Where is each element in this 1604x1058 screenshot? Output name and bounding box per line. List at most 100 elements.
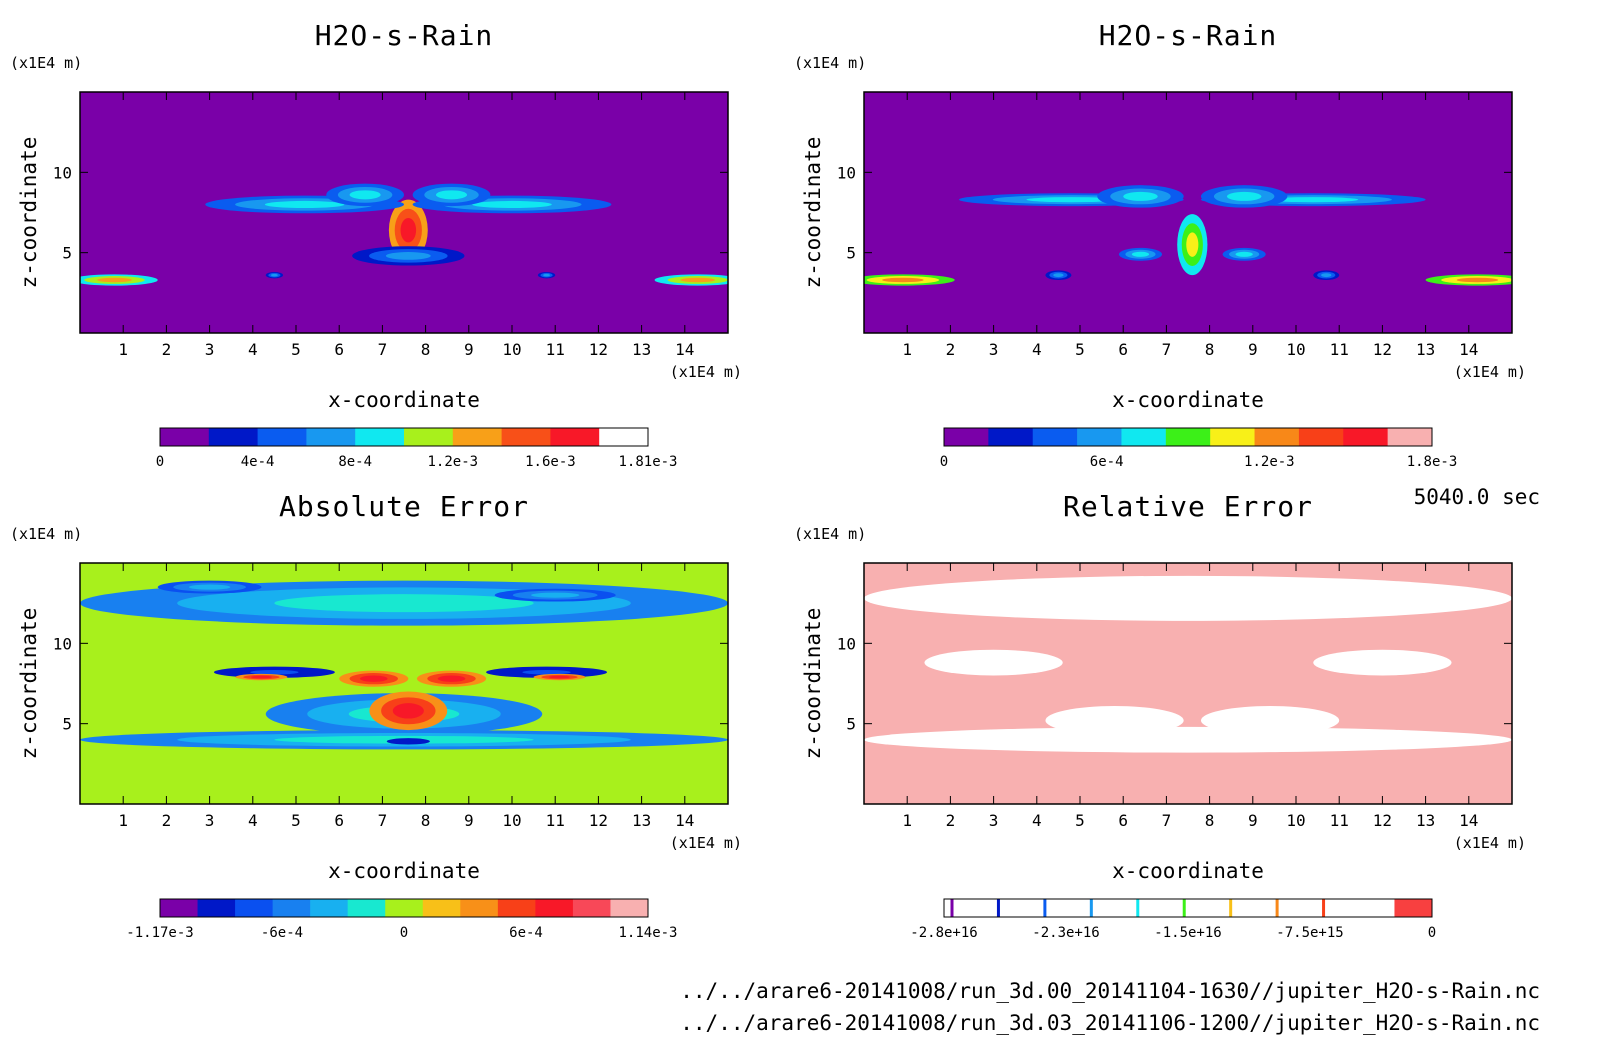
colorbar-tick-label: -1.5e+16 xyxy=(1154,925,1221,941)
colorbar-swatch xyxy=(981,899,1020,917)
y-tick-label: 5 xyxy=(62,715,72,734)
colorbar-swatch xyxy=(1319,899,1358,917)
y-unit-label: (x1E4 m) xyxy=(794,54,866,72)
x-tick-label: 13 xyxy=(1416,340,1435,359)
chart-title: Relative Error xyxy=(1063,490,1313,523)
contour-region xyxy=(680,277,716,283)
x-tick-label: 6 xyxy=(334,811,344,830)
contour-region xyxy=(1086,714,1143,727)
contour-region xyxy=(359,675,388,682)
plot-frame xyxy=(79,562,729,805)
colorbar-swatch xyxy=(310,899,349,917)
contour-region xyxy=(1354,657,1411,668)
x-axis-label: x-coordinate xyxy=(1112,859,1264,883)
x-tick-label: 9 xyxy=(464,811,474,830)
contour-region xyxy=(437,675,466,682)
contour-region xyxy=(1026,197,1117,203)
contour-region xyxy=(1058,734,1318,745)
x-tick-label: 9 xyxy=(1248,340,1258,359)
colorbar-swatch xyxy=(1131,899,1170,917)
colorbar-swatch xyxy=(599,428,649,446)
contour-region xyxy=(1235,251,1253,257)
time-label: 5040.0 sec xyxy=(1414,485,1540,509)
chart-title: H2O-s-Rain xyxy=(315,19,494,52)
colorbar-swatch xyxy=(197,899,236,917)
x-tick-label: 11 xyxy=(1330,811,1349,830)
colorbar-tick-label: 1.2e-3 xyxy=(1244,454,1295,470)
colorbar-tick-label: 8e-4 xyxy=(338,454,372,470)
colorbar-swatch xyxy=(550,428,600,446)
contour-field xyxy=(80,563,728,804)
x-tick-label: 4 xyxy=(1032,811,1042,830)
contour-field xyxy=(80,92,728,333)
colorbar-tick-label: -1.17e-3 xyxy=(126,925,193,941)
colorbar-swatch xyxy=(1169,899,1208,917)
x-tick-label: 6 xyxy=(1118,340,1128,359)
y-tick-label: 10 xyxy=(837,634,856,653)
y-tick-label: 5 xyxy=(846,244,856,263)
colorbar-tick-label: -6e-4 xyxy=(261,925,303,941)
colorbar-tick-label: 4e-4 xyxy=(241,454,275,470)
contour-region xyxy=(97,277,132,283)
contour-region xyxy=(531,592,580,598)
contour-region xyxy=(1074,726,1086,731)
contour-region xyxy=(400,217,417,243)
plot-frame xyxy=(863,562,1513,805)
contour-region xyxy=(392,703,424,719)
colorbar-swatch xyxy=(1210,428,1256,446)
colorbar-swatch xyxy=(1244,899,1283,917)
x-tick-label: 10 xyxy=(1286,340,1305,359)
colorbar-frame xyxy=(943,898,1433,918)
y-tick-label: 10 xyxy=(837,163,856,182)
x-unit-label: (x1E4 m) xyxy=(1454,363,1526,381)
x-tick-label: 14 xyxy=(675,340,694,359)
colorbar-swatch xyxy=(272,899,311,917)
x-tick-label: 13 xyxy=(632,811,651,830)
x-unit-label: (x1E4 m) xyxy=(670,363,742,381)
colorbar-swatch xyxy=(1094,899,1133,917)
y-tick-label: 10 xyxy=(53,634,72,653)
colorbar-swatch xyxy=(306,428,356,446)
colorbar-frame xyxy=(159,898,649,918)
contour-region xyxy=(549,675,570,679)
x-tick-label: 11 xyxy=(546,811,565,830)
colorbar-swatch xyxy=(257,428,307,446)
colorbar-tick-label: 1.14e-3 xyxy=(618,925,677,941)
colorbar-swatch xyxy=(944,428,989,446)
x-tick-label: 4 xyxy=(1032,340,1042,359)
x-tick-label: 11 xyxy=(546,340,565,359)
y-unit-label: (x1E4 m) xyxy=(794,525,866,543)
x-tick-label: 14 xyxy=(1459,340,1478,359)
x-tick-label: 5 xyxy=(1075,340,1085,359)
x-tick-label: 3 xyxy=(205,340,215,359)
y-axis-label: z-coordinate xyxy=(801,137,825,289)
contour-region xyxy=(188,584,231,590)
contour-region xyxy=(264,200,345,209)
colorbar-tick-label: 1.6e-3 xyxy=(525,454,576,470)
contour-region xyxy=(399,740,417,743)
x-tick-label: 14 xyxy=(1459,811,1478,830)
colorbar-swatch xyxy=(460,899,499,917)
colorbar-tick-label: 0 xyxy=(1428,925,1436,941)
colorbar-swatch xyxy=(1281,899,1320,917)
colorbar-swatch xyxy=(347,899,386,917)
colorbar-swatch xyxy=(1298,428,1344,446)
footer-path-2: ../../arare6-20141008/run_3d.03_20141106… xyxy=(680,1011,1540,1035)
y-unit-label: (x1E4 m) xyxy=(10,54,82,72)
contour-region xyxy=(250,670,299,675)
x-tick-label: 5 xyxy=(291,340,301,359)
colorbar-swatch xyxy=(1032,428,1078,446)
x-tick-label: 8 xyxy=(1205,811,1215,830)
contour-region xyxy=(274,594,534,613)
colorbar-tick-label: 0 xyxy=(156,454,164,470)
colorbar-frame xyxy=(159,427,649,447)
contour-region xyxy=(1186,232,1199,257)
contour-region xyxy=(385,252,431,260)
x-tick-label: 4 xyxy=(248,811,258,830)
plot-frame xyxy=(79,91,729,334)
